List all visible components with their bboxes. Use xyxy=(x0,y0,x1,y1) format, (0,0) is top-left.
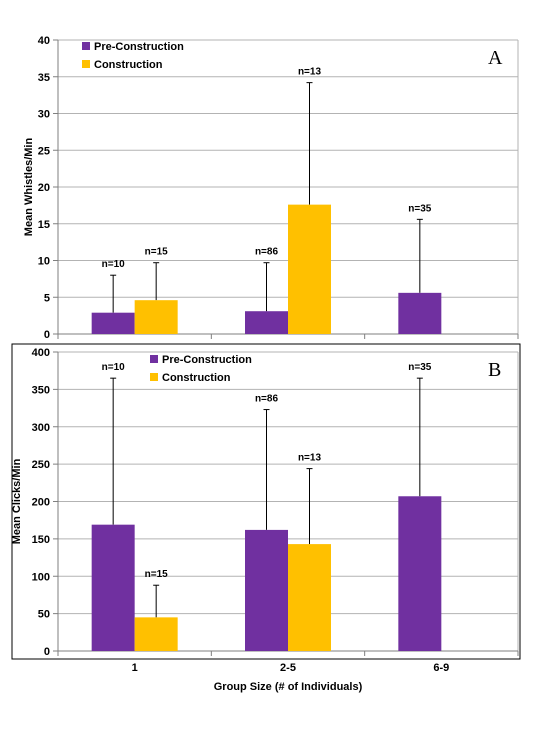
sample-size-label: n=10 xyxy=(102,362,126,373)
y-tick-label: 10 xyxy=(38,256,50,268)
x-tick-label: 1 xyxy=(132,662,138,674)
bar-pre-construction-6-9 xyxy=(398,292,442,334)
panel-letter: A xyxy=(488,47,503,69)
bar-pre-construction-6-9 xyxy=(398,496,442,651)
y-tick-label: 25 xyxy=(38,145,50,157)
y-tick-label: 200 xyxy=(32,497,50,509)
y-tick-label: 30 xyxy=(38,109,50,121)
sample-size-label: n=35 xyxy=(408,362,432,373)
y-tick-label: 350 xyxy=(32,384,50,396)
x-tick-label: 6-9 xyxy=(433,662,449,674)
sample-size-label: n=35 xyxy=(408,203,432,214)
y-tick-label: 20 xyxy=(38,182,50,194)
y-axis-label: Mean Clicks/Min xyxy=(11,458,23,544)
y-tick-label: 15 xyxy=(38,219,50,231)
sample-size-label: n=13 xyxy=(298,67,322,78)
bar-construction-2-5 xyxy=(288,544,331,651)
y-tick-label: 250 xyxy=(32,459,50,471)
y-axis-label: Mean Whistles/Min xyxy=(23,138,35,237)
bar-construction-1 xyxy=(134,617,178,651)
bar-pre-construction-1 xyxy=(91,312,135,334)
y-tick-label: 5 xyxy=(44,292,50,304)
sample-size-label: n=10 xyxy=(102,259,126,270)
y-tick-label: 100 xyxy=(32,571,50,583)
legend-swatch xyxy=(150,355,158,363)
x-axis-label: Group Size (# of Individuals) xyxy=(214,681,363,693)
sample-size-label: n=15 xyxy=(145,247,169,258)
panel-frame-b xyxy=(11,343,521,660)
bar-pre-construction-2-5 xyxy=(245,529,288,651)
y-tick-label: 40 xyxy=(38,35,50,47)
y-tick-label: 150 xyxy=(32,534,50,546)
bar-pre-construction-2-5 xyxy=(245,311,288,334)
bar-construction-2-5 xyxy=(288,204,331,334)
panel-letter: B xyxy=(488,359,501,381)
y-tick-label: 50 xyxy=(38,609,50,621)
sample-size-label: n=15 xyxy=(145,569,169,580)
sample-size-label: n=86 xyxy=(255,394,279,405)
legend-swatch xyxy=(150,373,158,381)
y-tick-label: 300 xyxy=(32,422,50,434)
legend-entry: Pre-Construction xyxy=(94,41,184,53)
y-tick-label: 0 xyxy=(44,329,50,341)
y-tick-label: 0 xyxy=(44,646,50,658)
legend-swatch xyxy=(82,42,90,50)
y-tick-label: 400 xyxy=(32,347,50,359)
sample-size-label: n=13 xyxy=(298,453,322,464)
bar-pre-construction-1 xyxy=(91,524,135,651)
legend-entry: Pre-Construction xyxy=(162,354,252,366)
y-tick-label: 35 xyxy=(38,72,50,84)
bar-construction-1 xyxy=(134,300,178,334)
legend-entry: Construction xyxy=(94,59,163,71)
legend-entry: Construction xyxy=(162,372,231,384)
sample-size-label: n=86 xyxy=(255,247,279,258)
x-tick-label: 2-5 xyxy=(280,662,296,674)
legend-swatch xyxy=(82,60,90,68)
